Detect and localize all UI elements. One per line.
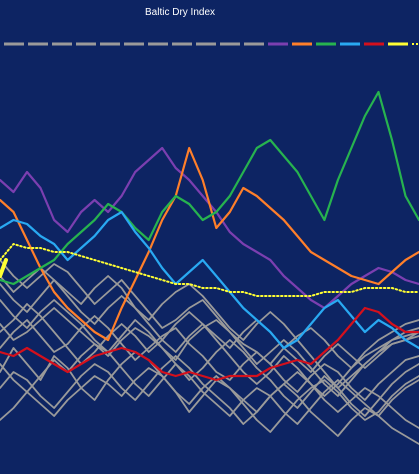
series-line-orange-12 [0,146,419,342]
series-line-grey-2 [0,275,419,389]
series-line-grey-9 [0,343,419,425]
series-line-yellow-16 [0,258,8,278]
series-line-grey-10 [0,267,419,373]
series-line-blue-14 [0,210,419,350]
legend: 2024 - Implie [4,42,419,46]
series-line-grey-5 [0,315,419,401]
series-line-grey-6 [0,355,419,445]
series-line-purple-11 [0,146,419,310]
series-line-red-15 [0,306,419,382]
series-line-dotted-17 [0,243,419,297]
series-line-grey-1 [0,307,419,369]
series-line-grey-4 [0,259,419,397]
series-line-green-13 [0,90,419,286]
series-line-grey-7 [0,299,419,417]
chart-title: Baltic Dry Index [144,7,216,18]
series-line-grey-8 [0,303,419,397]
